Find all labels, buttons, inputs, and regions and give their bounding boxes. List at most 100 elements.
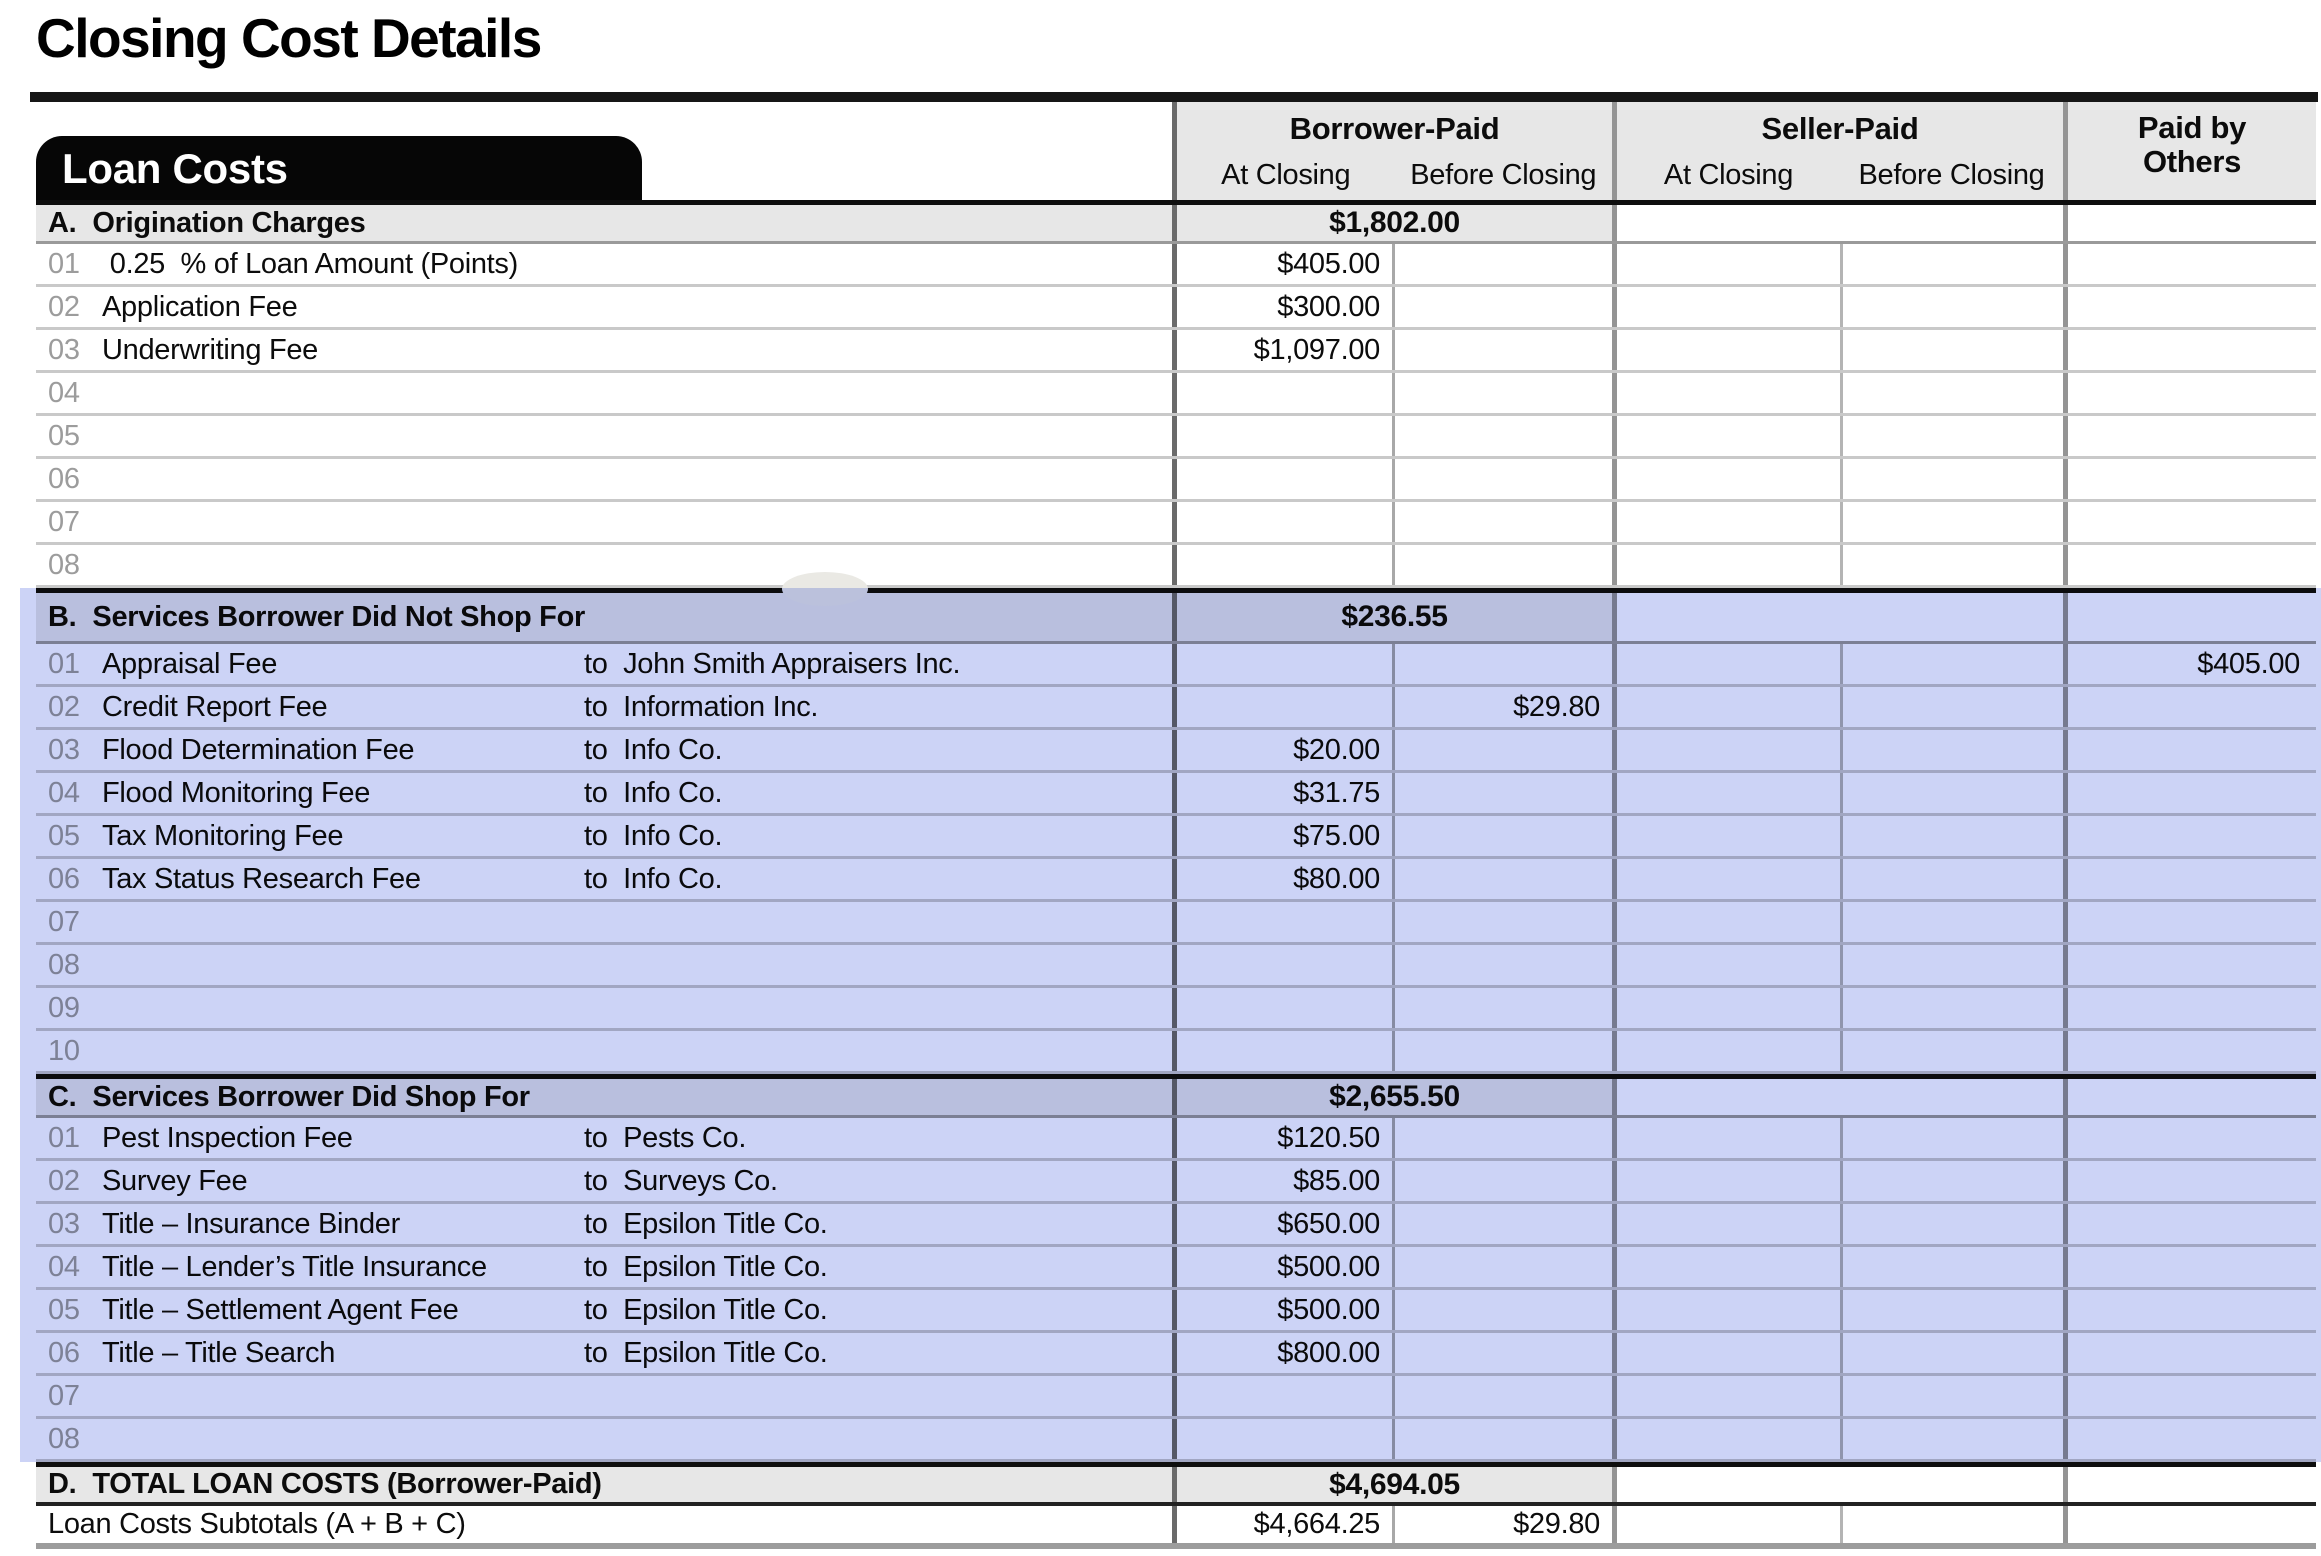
fee-payee: to Epsilon Title Co. [584, 1293, 828, 1326]
fee-row-number: 03 [48, 333, 80, 366]
section-title: D. TOTAL LOAN COSTS (Borrower-Paid) [36, 1467, 1172, 1502]
paid-by-others-label: Paid by Others [2137, 110, 2247, 180]
fee-label: Survey Fee [102, 1164, 248, 1197]
fee-description-cell: 07 [36, 902, 1172, 942]
fee-row-number: 02 [48, 290, 80, 323]
seller-at-closing-cell [1612, 416, 1840, 456]
loan-costs-tab: Loan Costs [36, 136, 642, 200]
fee-label: Tax Monitoring Fee [102, 819, 344, 852]
paid-by-others-column-group: Paid by Others [2063, 102, 2316, 200]
fee-row: 03 Flood Determination Fee to Info Co. $20.… [36, 730, 2316, 773]
fee-label: Title – Title Search [102, 1336, 336, 1369]
borrower-before-closing-cell [1392, 644, 1612, 684]
fee-description-cell: 01 0.25 % of Loan Amount (Points) [36, 244, 1172, 284]
fee-row: 03 Underwriting Fee $1,097.00 [36, 330, 2316, 373]
seller-at-closing-cell [1612, 502, 1840, 542]
seller-at-closing-cell [1612, 1333, 1840, 1373]
paid-by-others-cell [2063, 1333, 2316, 1373]
fee-row-number: 03 [48, 1207, 80, 1240]
fee-label: Flood Determination Fee [102, 733, 415, 766]
section-seller-cell [1612, 205, 2063, 241]
fee-row-number: 07 [48, 905, 80, 938]
paid-by-others-cell [2063, 459, 2316, 499]
borrower-at-closing-cell [1172, 1419, 1392, 1459]
fee-row: 07 [36, 502, 2316, 545]
seller-before-closing-cell [1840, 1419, 2063, 1459]
watermark-fragment [782, 572, 868, 606]
fee-payee: to Information Inc. [584, 690, 819, 723]
seller-before-closing-cell [1840, 1031, 2063, 1071]
paid-by-others-cell [2063, 1118, 2316, 1158]
fee-description-cell: 02 Credit Report Fee to Information Inc. [36, 687, 1172, 727]
column-header-band: Borrower-Paid At Closing Before Closing … [1172, 102, 2316, 200]
fee-row-number: 04 [48, 776, 80, 809]
fee-label: Underwriting Fee [102, 333, 319, 366]
section-others-cell [2063, 1467, 2316, 1502]
fee-description-cell: 04 Flood Monitoring Fee to Info Co. [36, 773, 1172, 813]
seller-before-closing-cell [1840, 1247, 2063, 1287]
seller-before-closing-cell [1840, 1333, 2063, 1373]
borrower-before-closing-cell [1392, 416, 1612, 456]
fee-description-cell: 07 [36, 502, 1172, 542]
seller-before-closing-cell [1840, 1506, 2063, 1543]
borrower-at-closing-cell [1172, 902, 1392, 942]
borrower-before-closing-cell [1392, 1290, 1612, 1330]
section-letter: B. [48, 600, 77, 633]
seller-at-closing-cell [1612, 1204, 1840, 1244]
seller-before-closing-cell [1840, 287, 2063, 327]
seller-before-closing-cell [1840, 902, 2063, 942]
paid-by-others-cell [2063, 687, 2316, 727]
fee-row: 05 Tax Monitoring Fee to Info Co. $75.00 [36, 816, 2316, 859]
subtotal-label: Loan Costs Subtotals (A + B + C) [48, 1508, 466, 1540]
paid-by-others-cell [2063, 1161, 2316, 1201]
borrower-before-closing-cell [1392, 1247, 1612, 1287]
seller-at-closing-cell [1612, 644, 1840, 684]
paid-by-others-cell [2063, 1031, 2316, 1071]
fee-payee: to Info Co. [584, 862, 723, 895]
section-title: C. Services Borrower Did Shop For [36, 1079, 1172, 1115]
paid-by-others-cell [2063, 730, 2316, 770]
paid-by-others-cell [2063, 1247, 2316, 1287]
borrower-at-closing-cell [1172, 502, 1392, 542]
fee-payee: to Surveys Co. [584, 1164, 778, 1197]
fee-row-number: 10 [48, 1034, 80, 1067]
seller-before-closing-cell [1840, 416, 2063, 456]
borrower-at-closing-cell: $31.75 [1172, 773, 1392, 813]
borrower-before-closing-cell [1392, 1031, 1612, 1071]
fee-row: 01 Pest Inspection Fee to Pests Co. $120.50 [36, 1118, 2316, 1161]
section-borrower-total: $236.55 [1172, 593, 1612, 641]
loan-costs-tab-label: Loan Costs [62, 145, 288, 192]
seller-before-closing-cell [1840, 1161, 2063, 1201]
paid-by-others-cell [2063, 1419, 2316, 1459]
seller-at-closing-cell [1612, 730, 1840, 770]
fee-description-cell: 06 Tax Status Research Fee to Info Co. [36, 859, 1172, 899]
fee-row-number: 08 [48, 1422, 80, 1455]
borrower-at-closing-cell: $300.00 [1172, 287, 1392, 327]
fee-description-cell: 04 [36, 373, 1172, 413]
fee-row: 04 Title – Lender’s Title Insurance to Eps… [36, 1247, 2316, 1290]
borrower-at-closing-cell [1172, 644, 1392, 684]
section-header-c: C. Services Borrower Did Shop For $2,655.5… [36, 1074, 2316, 1118]
seller-before-closing-cell [1840, 1376, 2063, 1416]
fee-payee: to Info Co. [584, 819, 723, 852]
section-others-cell [2063, 593, 2316, 641]
fee-row: 06 Title – Title Search to Epsilon Title C… [36, 1333, 2316, 1376]
borrower-before-closing-cell [1392, 945, 1612, 985]
fee-description-cell: 05 Tax Monitoring Fee to Info Co. [36, 816, 1172, 856]
seller-at-closing-cell [1612, 902, 1840, 942]
paid-by-others-cell [2063, 545, 2316, 585]
borrower-at-closing-cell [1172, 687, 1392, 727]
section-borrower-total: $1,802.00 [1172, 205, 1612, 241]
seller-before-closing-cell [1840, 816, 2063, 856]
section-title: B. Services Borrower Did Not Shop For [36, 593, 1172, 641]
fee-description-cell: 07 [36, 1376, 1172, 1416]
seller-before-closing-cell [1840, 859, 2063, 899]
borrower-before-closing-label: Before Closing [1410, 159, 1597, 191]
borrower-before-closing-cell [1392, 545, 1612, 585]
seller-before-closing-cell [1840, 244, 2063, 284]
fee-description-cell: 02 Survey Fee to Surveys Co. [36, 1161, 1172, 1201]
seller-before-closing-cell [1840, 773, 2063, 813]
seller-at-closing-cell [1612, 459, 1840, 499]
fee-row-number: 01 [48, 647, 80, 680]
fee-description-cell: 08 [36, 1419, 1172, 1459]
